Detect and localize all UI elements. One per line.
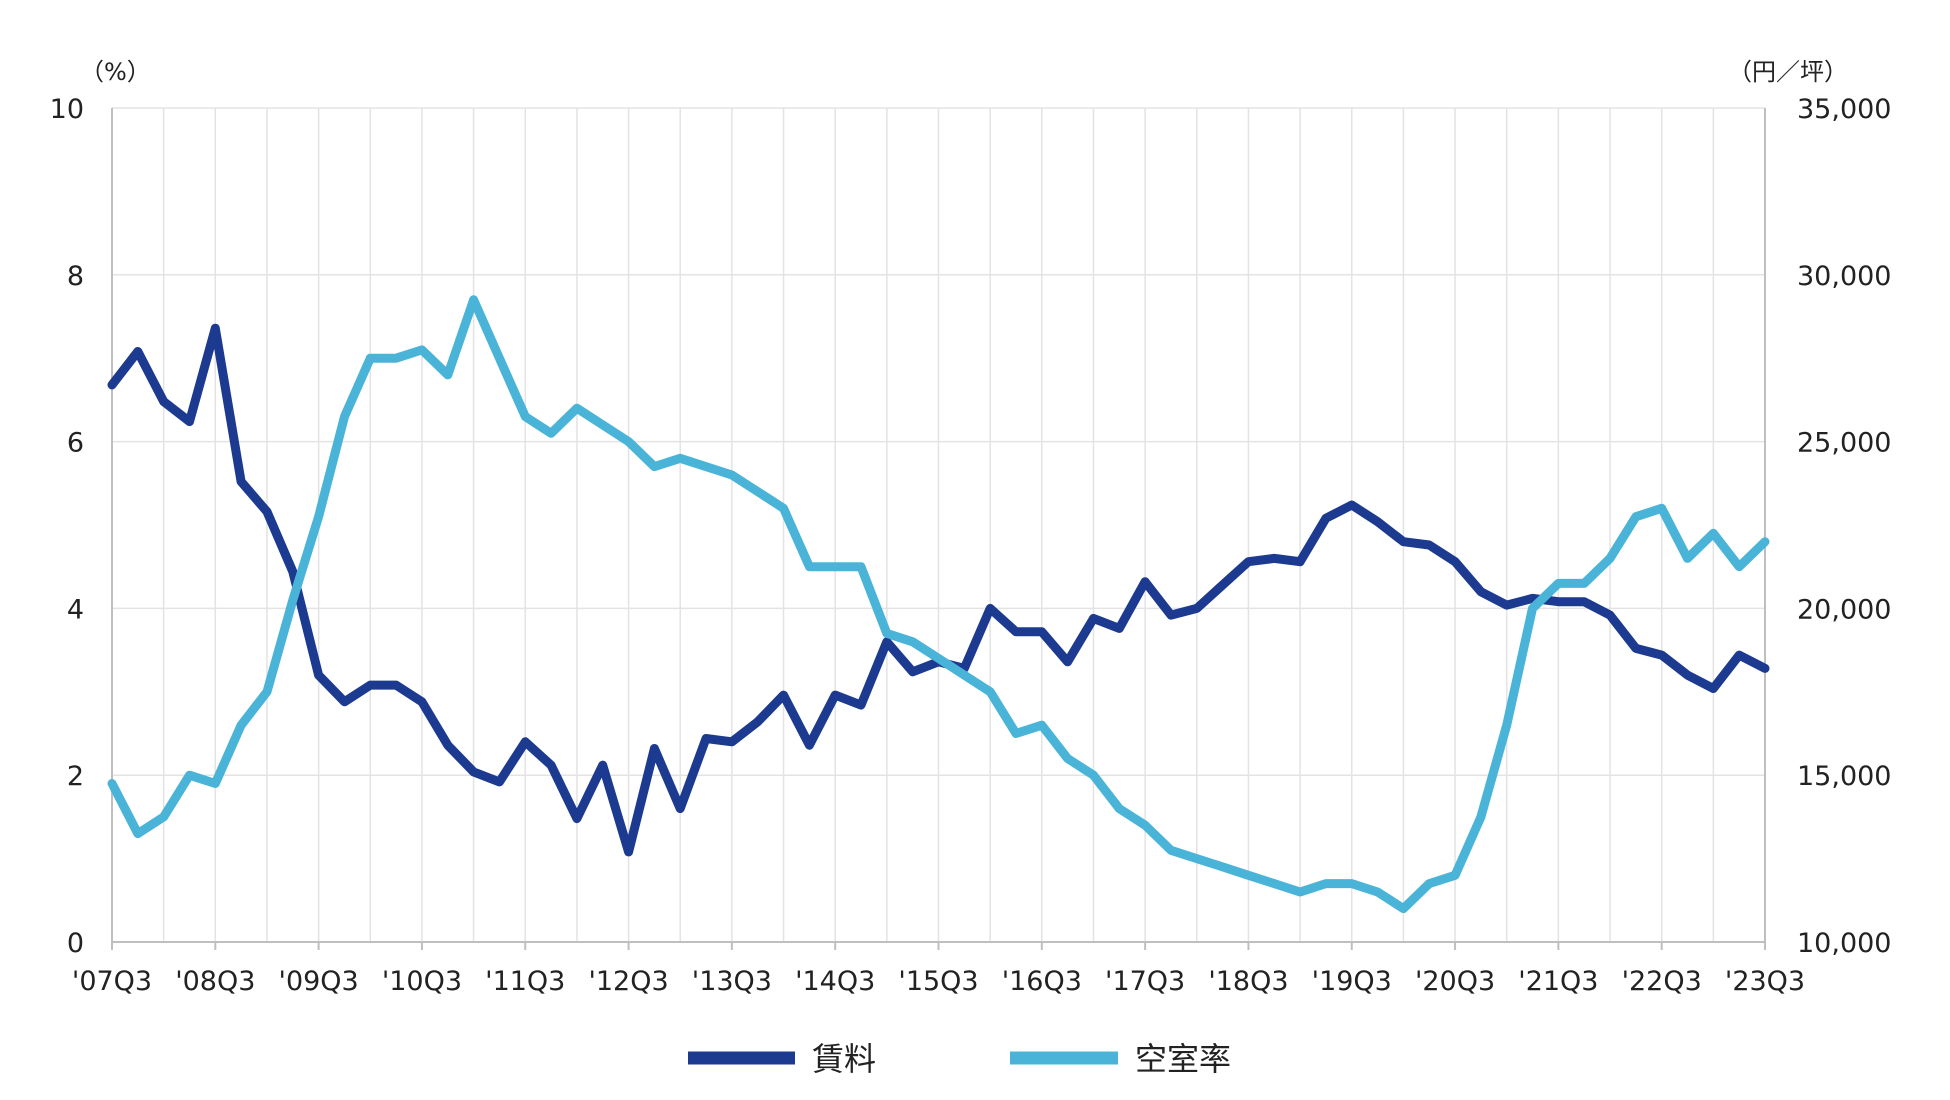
right-tick-label: 10,000 (1797, 928, 1891, 959)
left-tick-label: 0 (67, 928, 84, 959)
x-tick-label: '10Q3 (382, 966, 462, 997)
legend-label-rent: 賃料 (812, 1040, 876, 1078)
x-tick-label: '18Q3 (1208, 966, 1288, 997)
left-tick-label: 4 (67, 594, 84, 625)
x-tick-label: '16Q3 (1002, 966, 1082, 997)
x-tick-label: '23Q3 (1725, 966, 1805, 997)
right-axis-unit-label: （円／坪） (1728, 58, 1848, 86)
left-tick-label: 10 (50, 94, 84, 125)
right-tick-label: 30,000 (1797, 261, 1891, 292)
legend-label-vacancy: 空室率 (1135, 1040, 1231, 1078)
legend-item-vacancy: 空室率 (1010, 1040, 1231, 1078)
legend: 賃料 空室率 (688, 1040, 1231, 1078)
x-tick-label: '07Q3 (72, 966, 152, 997)
vacancy-series-line (107, 295, 1770, 914)
series-lines (107, 295, 1770, 914)
right-tick-label: 20,000 (1797, 594, 1891, 625)
left-tick-label: 2 (67, 761, 84, 792)
x-tick-label: '11Q3 (485, 966, 565, 997)
x-tick-label: '13Q3 (692, 966, 772, 997)
x-tick-label: '22Q3 (1622, 966, 1702, 997)
right-tick-label: 35,000 (1797, 94, 1891, 125)
x-tick-label: '12Q3 (588, 966, 668, 997)
left-axis-tick-labels: 0 2 4 6 8 10 (50, 94, 84, 959)
x-tick-label: '19Q3 (1312, 966, 1392, 997)
right-tick-label: 25,000 (1797, 428, 1891, 459)
x-axis-tick-labels: '07Q3 '08Q3 '09Q3 '10Q3 '11Q3 '12Q3 '13Q3 '14Q3… (72, 942, 1805, 997)
x-tick-label: '15Q3 (898, 966, 978, 997)
left-axis-unit-label: （%） (80, 58, 151, 86)
right-tick-label: 15,000 (1797, 761, 1891, 792)
x-tick-label: '20Q3 (1415, 966, 1495, 997)
right-axis-tick-labels: 10,000 15,000 20,000 25,000 30,000 35,000 (1797, 94, 1891, 959)
x-tick-label: '08Q3 (175, 966, 255, 997)
x-tick-label: '14Q3 (795, 966, 875, 997)
left-tick-label: 6 (67, 428, 84, 459)
x-tick-label: '21Q3 (1518, 966, 1598, 997)
legend-item-rent: 賃料 (688, 1040, 876, 1078)
x-tick-label: '09Q3 (279, 966, 359, 997)
left-tick-label: 8 (67, 261, 84, 292)
x-tick-label: '17Q3 (1105, 966, 1185, 997)
grid-lines (112, 107, 1765, 942)
